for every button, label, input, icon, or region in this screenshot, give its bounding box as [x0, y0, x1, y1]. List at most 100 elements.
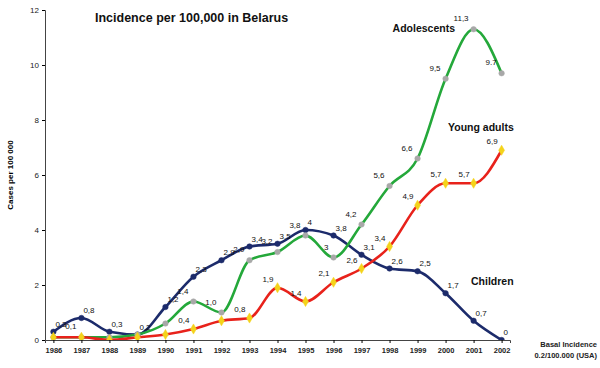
series-marker [247, 257, 253, 263]
y-tick-mark [42, 10, 45, 11]
data-label: 1,9 [262, 275, 274, 284]
x-tick-label: 1988 [102, 346, 119, 355]
x-tick: 1990 [158, 340, 175, 355]
series-marker [106, 335, 112, 340]
y-tick: 8 [35, 116, 45, 125]
data-label: 3,2 [261, 237, 273, 246]
x-tick: 1998 [382, 340, 399, 355]
x-tick-label: 1994 [270, 346, 288, 355]
y-tick: 4 [35, 226, 45, 235]
series-marker [359, 263, 365, 273]
series-marker [443, 290, 449, 296]
y-tick-mark [42, 175, 45, 176]
series-marker [107, 329, 113, 335]
x-tick: 2000 [438, 340, 455, 355]
data-label: 2,3 [195, 265, 207, 274]
series-line [53, 230, 501, 340]
x-tick: 1999 [410, 340, 427, 355]
data-label: 9.7 [485, 58, 497, 67]
y-tick-label: 12 [30, 6, 39, 15]
series-marker [163, 321, 169, 327]
series-marker [331, 277, 337, 287]
x-tick: 1986 [46, 340, 63, 355]
series-marker [415, 156, 421, 162]
x-tick-label: 1996 [326, 346, 343, 355]
data-label: 5,6 [373, 171, 385, 180]
data-label: 1,7 [448, 281, 460, 290]
data-label: 1,0 [205, 298, 217, 307]
x-tick-label: 1993 [242, 346, 259, 355]
series-marker [303, 296, 309, 306]
series-name: Children [471, 275, 514, 287]
x-tick: 2002 [494, 340, 511, 355]
x-tick-mark [137, 340, 138, 343]
series-marker [134, 332, 140, 340]
y-tick: 2 [35, 281, 45, 290]
y-tick-mark [42, 285, 45, 286]
x-tick: 1997 [354, 340, 371, 355]
y-axis-line [42, 11, 46, 341]
data-label: 2,5 [420, 259, 432, 268]
y-tick-mark [42, 120, 45, 121]
x-tick-label: 1997 [354, 346, 371, 355]
y-tick-label: 6 [35, 171, 40, 180]
x-tick-label: 1991 [186, 346, 203, 355]
x-tick-label: 2000 [438, 346, 455, 355]
data-label: 0,3 [111, 320, 123, 329]
series-marker [471, 26, 477, 32]
series-marker [387, 183, 393, 189]
data-label: 9,5 [429, 64, 441, 73]
y-axis-title: Cases per 100 000 [6, 140, 15, 210]
series-marker [191, 324, 197, 334]
data-label: 4,2 [345, 210, 357, 219]
series-name: Young adults [448, 121, 514, 133]
data-label: 4 [308, 218, 313, 227]
series-marker [471, 178, 477, 188]
x-tick-mark [334, 340, 335, 343]
series-marker [359, 252, 365, 258]
x-tick-mark [109, 340, 110, 343]
series-marker [387, 241, 393, 251]
series-marker [331, 233, 337, 239]
y-tick: 10 [30, 61, 45, 70]
x-tick-mark [221, 340, 222, 343]
annotation-line: Basal Incidence [540, 340, 597, 349]
series-marker [247, 244, 253, 250]
data-label: 0 [504, 328, 509, 337]
series-marker [415, 268, 421, 274]
data-label: 2,9 [233, 245, 245, 254]
data-label: 2,1 [318, 269, 330, 278]
series-marker [163, 329, 169, 339]
x-tick-mark [502, 340, 503, 343]
series-marker [471, 318, 477, 324]
y-tick-mark [42, 230, 45, 231]
x-tick: 1991 [186, 340, 203, 355]
chart-container: 1986198719881989199019911992199319941995… [0, 0, 600, 368]
x-tick: 1995 [298, 340, 315, 355]
series-marker [415, 200, 421, 210]
series-marker [499, 70, 505, 76]
series-marker [219, 257, 225, 263]
chart-svg: 1986198719881989199019911992199319941995… [0, 0, 600, 368]
y-tick: 12 [30, 6, 45, 15]
annotation-line: 0.2/100.000 (USA) [534, 351, 597, 360]
data-label: 3,8 [289, 221, 301, 230]
x-tick-mark [249, 340, 250, 343]
data-label: 5,7 [458, 170, 470, 179]
x-tick-label: 1992 [214, 346, 231, 355]
x-tick: 1992 [214, 340, 231, 355]
y-tick: 6 [35, 171, 45, 180]
y-tick-label: 8 [35, 116, 40, 125]
data-labels: 0,30,80,30,21,22,32,93,43,543,83,12,62,5… [55, 14, 508, 337]
y-tick-label: 0 [35, 336, 40, 345]
x-tick: 1987 [74, 340, 91, 355]
series-marker [443, 178, 449, 188]
series-names: Children Adolescents Young adults [393, 22, 514, 287]
data-label: 3,5 [280, 232, 292, 241]
x-tick-mark [390, 340, 391, 343]
x-axis: 1986198719881989199019911992199319941995… [46, 340, 511, 355]
series-name: Adolescents [393, 22, 456, 34]
x-tick-mark [446, 340, 447, 343]
x-tick-mark [418, 340, 419, 343]
series-marker [78, 332, 84, 340]
